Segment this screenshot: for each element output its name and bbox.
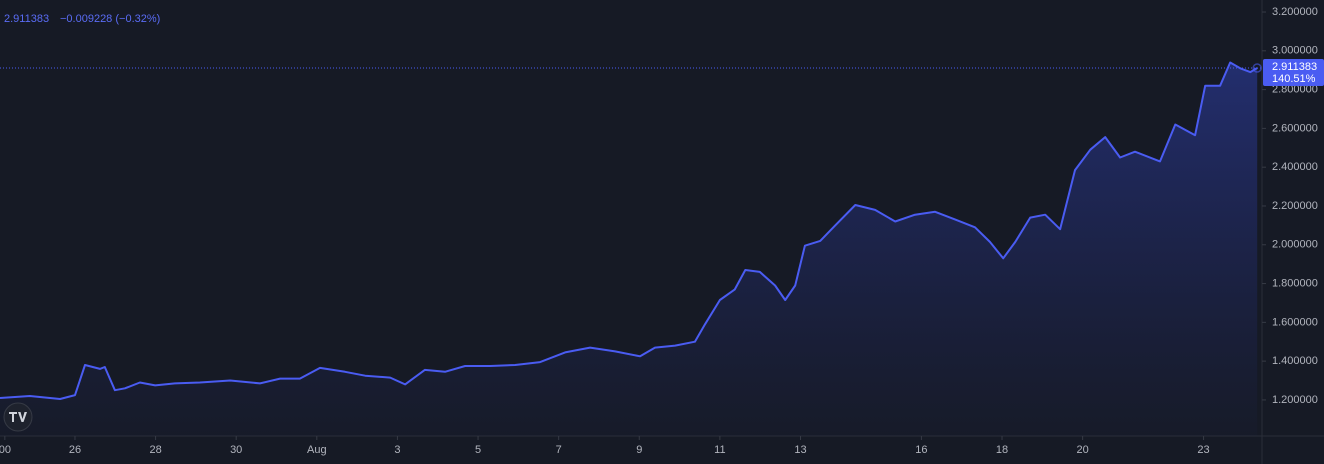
- x-tick-label: 7: [556, 444, 562, 456]
- legend-change: −0.009228 (−0.32%): [60, 13, 160, 25]
- price-label-box: [1263, 59, 1324, 87]
- y-tick-label: 3.000000: [1272, 45, 1318, 57]
- x-tick-label: 13: [794, 444, 806, 456]
- legend-price: 2.911383: [4, 13, 49, 25]
- y-tick-label: 1.600000: [1272, 316, 1318, 328]
- y-tick-label: 3.200000: [1272, 6, 1318, 18]
- x-tick-label: 3: [394, 444, 400, 456]
- x-tick-label: 26: [69, 444, 81, 456]
- plot: [0, 61, 1262, 436]
- x-tick-label: Aug: [307, 444, 327, 456]
- y-tick-label: 2.400000: [1272, 161, 1318, 173]
- line: [0, 61, 1258, 400]
- x-tick-label: 23: [1197, 444, 1209, 456]
- x-tick-label: 28: [149, 444, 161, 456]
- x-tick-label: 11: [714, 444, 725, 456]
- y-tick-label: 1.800000: [1272, 277, 1318, 289]
- last-point: [1252, 63, 1262, 73]
- x-tick-label: 00: [0, 444, 11, 456]
- logo: [3, 402, 33, 432]
- price-percent: 140.51%: [1272, 73, 1316, 85]
- x-tick-label: 18: [996, 444, 1008, 456]
- y-tick-label: 2.200000: [1272, 200, 1318, 212]
- x-tick-label: 9: [636, 444, 642, 456]
- x-tick-label: 16: [915, 444, 927, 456]
- y-tick-label: 2.000000: [1272, 239, 1318, 251]
- x-tick-label: 30: [230, 444, 242, 456]
- y-tick-label: 1.200000: [1272, 394, 1318, 406]
- x-tick-label: 5: [475, 444, 481, 456]
- price-label: 2.911383: [1272, 61, 1317, 73]
- x-tick-label: 20: [1077, 444, 1089, 456]
- y-tick-label: 2.800000: [1272, 84, 1318, 96]
- area: [0, 62, 1258, 436]
- y-tick-label: 1.400000: [1272, 355, 1318, 367]
- y-tick-label: 2.600000: [1272, 122, 1318, 134]
